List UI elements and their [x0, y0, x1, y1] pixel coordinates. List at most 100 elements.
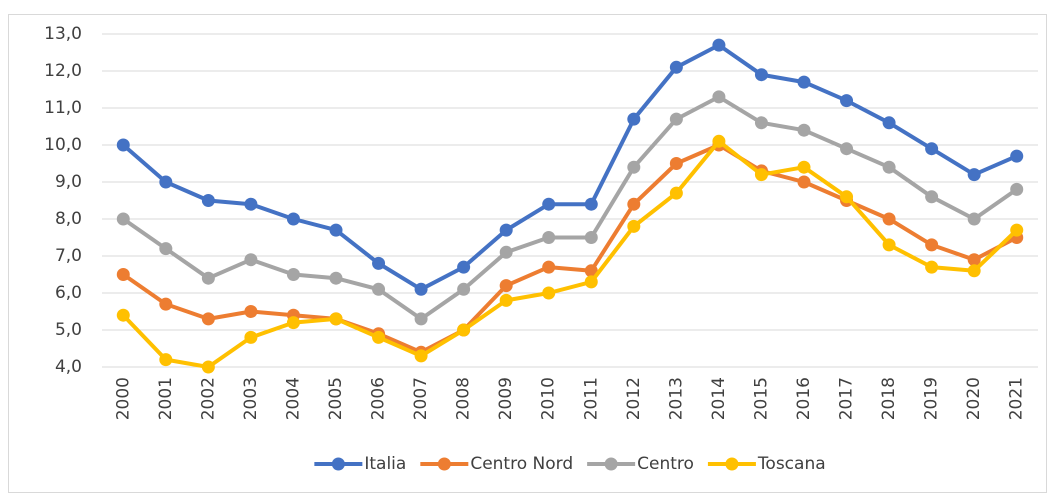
data-point	[712, 134, 726, 148]
data-point	[882, 238, 896, 252]
legend: Italia Centro Nord Centro Toscana	[314, 454, 826, 474]
x-tick-label: 2010	[539, 377, 559, 420]
data-point	[286, 268, 300, 281]
data-point	[754, 168, 768, 182]
x-tick-label: 2018	[879, 377, 899, 420]
data-point	[1010, 149, 1024, 163]
x-tick-label: 2013	[666, 377, 686, 420]
data-point	[116, 268, 130, 281]
x-tick-label: 2002	[198, 377, 218, 420]
data-point	[925, 260, 939, 274]
data-point	[627, 160, 641, 174]
data-point	[116, 308, 130, 322]
series-line	[121, 43, 1018, 292]
data-point	[159, 175, 173, 189]
data-point	[116, 138, 130, 152]
data-point	[286, 212, 300, 226]
y-tick-label: 5,0	[55, 320, 82, 340]
x-tick-label: 2004	[283, 377, 303, 420]
data-point	[627, 219, 641, 233]
data-point	[201, 360, 215, 374]
data-point	[414, 349, 428, 363]
x-tick-label: 2006	[369, 377, 389, 420]
legend-marker	[604, 457, 618, 471]
data-point	[669, 157, 683, 170]
x-tick-label: 2008	[454, 377, 474, 420]
data-point	[329, 312, 343, 326]
data-point	[925, 238, 939, 252]
data-point	[542, 197, 556, 211]
data-point	[201, 271, 215, 285]
data-point	[457, 282, 471, 296]
x-tick-label: 2005	[326, 377, 346, 420]
y-tick-label: 10,0	[44, 135, 82, 155]
series-line	[122, 94, 1018, 321]
x-tick-label: 2001	[156, 377, 176, 420]
legend-label: Centro Nord	[470, 454, 573, 474]
data-point	[584, 275, 598, 289]
data-point	[116, 212, 130, 226]
x-tick-label: 2014	[709, 377, 729, 420]
data-point	[627, 197, 641, 211]
x-tick-label: 2019	[922, 377, 942, 420]
data-point	[1010, 223, 1024, 237]
x-tick-label: 2012	[624, 377, 644, 420]
data-point	[669, 112, 683, 126]
data-point	[882, 116, 896, 130]
data-point	[967, 168, 981, 182]
x-tick-label: 2017	[837, 377, 857, 420]
data-point	[1010, 182, 1024, 196]
y-tick-label: 12,0	[44, 61, 82, 81]
data-point	[499, 279, 513, 293]
data-point	[372, 282, 386, 296]
x-tick-label: 2015	[751, 377, 771, 420]
x-tick-label: 2007	[411, 377, 431, 420]
data-point	[329, 223, 343, 237]
data-point	[967, 253, 981, 267]
data-point	[754, 68, 768, 82]
data-point	[329, 271, 343, 285]
x-tick-label: 2009	[496, 377, 516, 420]
data-point	[542, 286, 556, 300]
data-point	[201, 194, 215, 207]
data-point	[499, 293, 513, 307]
chart-frame	[8, 14, 1047, 493]
y-tick-label: 11,0	[44, 98, 82, 118]
legend-label: Toscana	[757, 454, 826, 474]
data-point	[712, 90, 726, 104]
data-point	[967, 264, 981, 278]
x-tick-label: 2016	[794, 377, 814, 420]
data-point	[840, 142, 854, 156]
data-point	[925, 142, 939, 156]
y-tick-label: 9,0	[55, 172, 82, 192]
y-tick-label: 7,0	[55, 246, 82, 266]
data-point	[840, 94, 854, 108]
data-point	[584, 264, 598, 278]
data-point	[797, 160, 811, 174]
data-point	[669, 60, 683, 74]
x-tick-label: 2000	[113, 377, 133, 420]
y-tick-label: 13,0	[44, 24, 82, 44]
data-point	[925, 190, 939, 204]
data-point	[159, 353, 173, 367]
data-point	[457, 260, 471, 274]
x-tick-label: 2020	[964, 377, 984, 420]
legend-label: Italia	[364, 454, 406, 474]
data-point	[499, 245, 513, 259]
data-point	[499, 223, 513, 237]
legend-marker	[331, 457, 345, 471]
data-point	[372, 330, 386, 344]
data-point	[159, 297, 173, 311]
data-point	[286, 316, 300, 330]
data-point	[372, 256, 386, 270]
series-line	[122, 143, 1018, 355]
data-point	[244, 305, 258, 318]
data-point	[542, 231, 556, 244]
data-point	[712, 38, 726, 52]
y-tick-label: 6,0	[55, 283, 82, 303]
data-point	[584, 197, 598, 211]
data-point	[414, 312, 428, 326]
data-point	[244, 330, 258, 344]
